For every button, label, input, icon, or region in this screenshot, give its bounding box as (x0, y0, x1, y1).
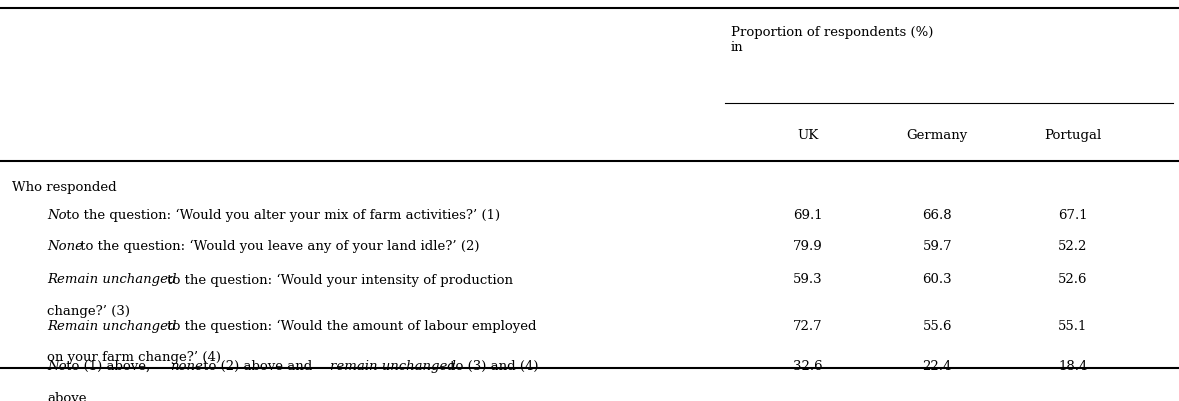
Text: None: None (47, 240, 84, 253)
Text: No: No (47, 209, 67, 222)
Text: to (3) and (4): to (3) and (4) (446, 360, 539, 373)
Text: Germany: Germany (907, 129, 968, 142)
Text: Who responded: Who responded (12, 181, 117, 194)
Text: 55.1: 55.1 (1059, 320, 1087, 332)
Text: to the question: ‘Would the amount of labour employed: to the question: ‘Would the amount of la… (163, 320, 536, 333)
Text: 55.6: 55.6 (922, 320, 953, 332)
Text: Portugal: Portugal (1045, 129, 1101, 142)
Text: 18.4: 18.4 (1059, 360, 1087, 373)
Text: to (1) above,: to (1) above, (61, 360, 154, 373)
Text: above: above (47, 392, 87, 401)
Text: 59.3: 59.3 (792, 273, 823, 286)
Text: to the question: ‘Would you alter your mix of farm activities?’ (1): to the question: ‘Would you alter your m… (61, 209, 500, 222)
Text: Remain unchanged: Remain unchanged (47, 320, 177, 332)
Text: on your farm change?’ (4): on your farm change?’ (4) (47, 351, 222, 364)
Text: No: No (47, 360, 67, 373)
Text: 67.1: 67.1 (1058, 209, 1088, 222)
Text: UK: UK (797, 129, 818, 142)
Text: remain unchanged: remain unchanged (330, 360, 456, 373)
Text: 60.3: 60.3 (922, 273, 953, 286)
Text: 79.9: 79.9 (792, 240, 823, 253)
Text: Proportion of respondents (%)
in: Proportion of respondents (%) in (731, 26, 934, 54)
Text: 52.6: 52.6 (1058, 273, 1088, 286)
Text: 66.8: 66.8 (922, 209, 953, 222)
Text: to (2) above and: to (2) above and (199, 360, 317, 373)
Text: 52.2: 52.2 (1059, 240, 1087, 253)
Text: to the question: ‘Would your intensity of production: to the question: ‘Would your intensity o… (163, 273, 513, 287)
Text: 22.4: 22.4 (923, 360, 951, 373)
Text: none: none (171, 360, 203, 373)
Text: 32.6: 32.6 (792, 360, 823, 373)
Text: change?’ (3): change?’ (3) (47, 305, 130, 318)
Text: to the question: ‘Would you leave any of your land idle?’ (2): to the question: ‘Would you leave any of… (77, 240, 480, 253)
Text: 72.7: 72.7 (792, 320, 823, 332)
Text: 59.7: 59.7 (922, 240, 953, 253)
Text: Remain unchanged: Remain unchanged (47, 273, 177, 286)
Text: 69.1: 69.1 (792, 209, 823, 222)
